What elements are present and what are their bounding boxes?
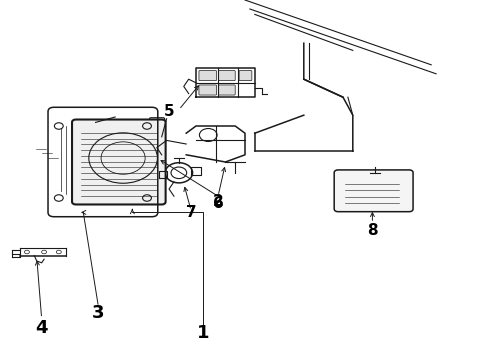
Text: 3: 3	[92, 304, 104, 322]
FancyBboxPatch shape	[72, 120, 166, 204]
Text: 5: 5	[164, 104, 174, 119]
Text: 2: 2	[213, 194, 223, 209]
Text: 7: 7	[186, 205, 196, 220]
Text: 1: 1	[197, 324, 210, 342]
FancyBboxPatch shape	[239, 71, 252, 81]
Text: 8: 8	[367, 223, 378, 238]
FancyBboxPatch shape	[334, 170, 413, 212]
FancyBboxPatch shape	[199, 71, 217, 81]
FancyBboxPatch shape	[149, 118, 165, 159]
Text: 4: 4	[35, 319, 48, 337]
FancyBboxPatch shape	[219, 85, 235, 95]
FancyBboxPatch shape	[219, 71, 235, 81]
FancyBboxPatch shape	[199, 85, 217, 95]
Text: 6: 6	[213, 196, 223, 211]
